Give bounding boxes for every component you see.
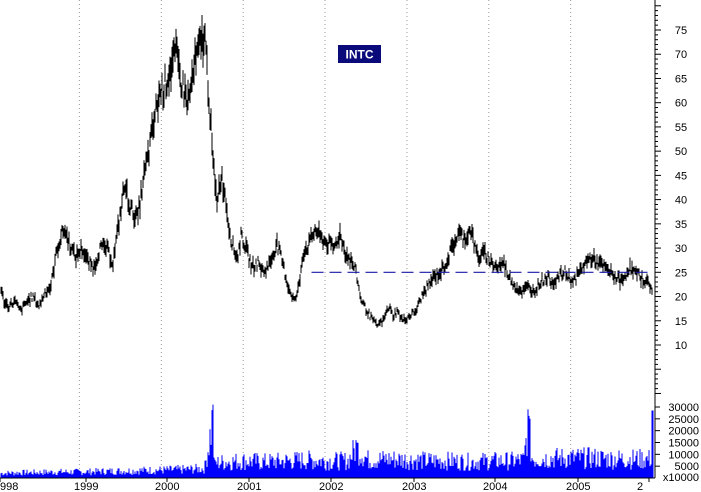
- x-tick-label: 2004: [483, 481, 507, 492]
- price-axis: 10 15 20 25 30 35 40 45 50 55 60 65 70 75: [655, 5, 687, 394]
- price-tick-label: 20: [675, 292, 687, 304]
- price-tick-label: 15: [675, 316, 687, 328]
- price-tick-label: 40: [675, 195, 687, 207]
- price-tick-label: 70: [675, 49, 687, 61]
- volume-tick-label: 25000: [668, 414, 699, 426]
- volume-tick-label: 20000: [668, 426, 699, 438]
- price-tick-label: 50: [675, 146, 687, 158]
- price-tick-label: 55: [675, 122, 687, 134]
- volume-units-label: x10000: [663, 472, 699, 484]
- price-series: [0, 15, 653, 328]
- ticker-badge: INTC: [338, 45, 381, 63]
- price-tick-label: 75: [675, 25, 687, 37]
- x-tick-label: 2000: [155, 481, 179, 492]
- x-axis: 998 1999 2000 2001 2002 2003 2004 2005 2: [0, 478, 650, 492]
- price-tick-label: 45: [675, 170, 687, 182]
- chart-title: INTC: [346, 48, 374, 62]
- price-tick-label: 25: [675, 267, 687, 279]
- x-tick-label: 2: [637, 481, 643, 492]
- x-tick-label: 2003: [402, 481, 426, 492]
- volume-tick-label: 5000: [675, 461, 699, 473]
- price-tick-label: 30: [675, 243, 687, 255]
- price-tick-label: 10: [675, 340, 687, 352]
- ticker-badge-background: [338, 45, 381, 63]
- volume-tick-label: 30000: [668, 402, 699, 414]
- price-tick-label: 60: [675, 98, 687, 110]
- volume-tick-label: 10000: [668, 449, 699, 461]
- x-tick-label: 2002: [319, 481, 343, 492]
- price-tick-label: 65: [675, 73, 687, 85]
- x-tick-label: 998: [0, 481, 18, 492]
- price-tick-label: 35: [675, 219, 687, 231]
- x-tick-label: 1999: [74, 481, 98, 492]
- volume-bars: [0, 404, 654, 478]
- x-tick-label: 2001: [237, 481, 261, 492]
- volume-tick-label: 15000: [668, 438, 699, 450]
- x-tick-label: 2005: [566, 481, 590, 492]
